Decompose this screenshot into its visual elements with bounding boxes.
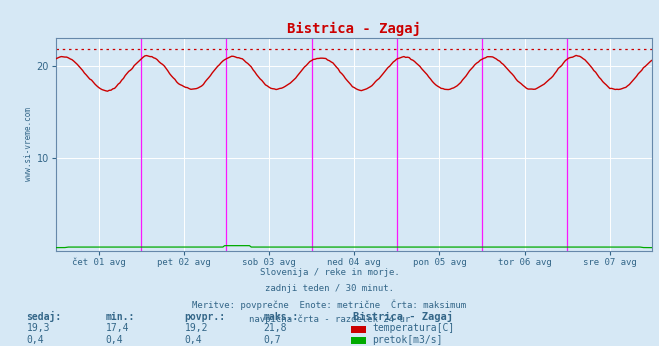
Text: maks.:: maks.: [264,312,299,322]
Text: povpr.:: povpr.: [185,312,225,322]
Text: navpična črta - razdelek 24 ur: navpična črta - razdelek 24 ur [249,315,410,324]
Text: Slovenija / reke in morje.: Slovenija / reke in morje. [260,268,399,277]
Text: 19,2: 19,2 [185,324,208,334]
Text: Meritve: povprečne  Enote: metrične  Črta: maksimum: Meritve: povprečne Enote: metrične Črta:… [192,299,467,310]
Text: min.:: min.: [105,312,135,322]
Text: 21,8: 21,8 [264,324,287,334]
Text: temperatura[C]: temperatura[C] [372,324,455,334]
Text: 19,3: 19,3 [26,324,50,334]
Y-axis label: www.si-vreme.com: www.si-vreme.com [24,108,32,181]
Text: Bistrica - Zagaj: Bistrica - Zagaj [353,311,453,322]
Text: 0,7: 0,7 [264,335,281,345]
Text: 17,4: 17,4 [105,324,129,334]
Text: sedaj:: sedaj: [26,311,61,322]
Text: 0,4: 0,4 [185,335,202,345]
Text: 0,4: 0,4 [26,335,44,345]
Text: pretok[m3/s]: pretok[m3/s] [372,335,443,345]
Text: zadnji teden / 30 minut.: zadnji teden / 30 minut. [265,284,394,293]
Text: 0,4: 0,4 [105,335,123,345]
Title: Bistrica - Zagaj: Bistrica - Zagaj [287,21,421,36]
